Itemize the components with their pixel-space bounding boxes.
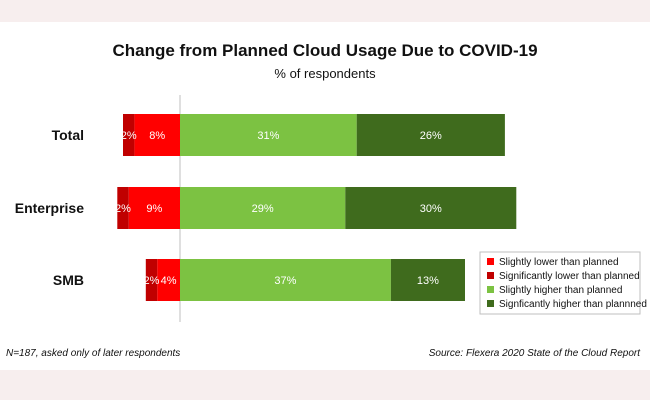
chart-title: Change from Planned Cloud Usage Due to C… xyxy=(112,41,537,60)
bar-enterprise-significantly-lower-than-planned xyxy=(117,187,129,229)
category-label-total: Total xyxy=(52,127,84,143)
data-label-total-slightly-lower-than-planned: 8% xyxy=(149,130,165,142)
bar-enterprise-signficantly-higher-than-plannned xyxy=(345,187,517,229)
legend-label-slightly-lower-than-planned: Slightly lower than planned xyxy=(499,257,619,268)
category-label-enterprise: Enterprise xyxy=(15,200,84,216)
bar-total-significantly-lower-than-planned xyxy=(123,114,135,156)
legend-swatch-significantly-lower-than-planned xyxy=(487,272,494,279)
bar-smb-signficantly-higher-than-plannned xyxy=(390,259,465,301)
footnote: N=187, asked only of later respondents xyxy=(6,348,180,359)
data-label-total-slightly-higher-than-planned: 31% xyxy=(257,130,279,142)
data-label-enterprise-slightly-lower-than-planned: 9% xyxy=(146,203,162,215)
data-label-total-signficantly-higher-than-plannned: 26% xyxy=(420,130,442,142)
legend-label-significantly-lower-than-planned: Significantly lower than planned xyxy=(499,271,640,282)
data-label-smb-significantly-lower-than-planned: 2% xyxy=(144,275,160,287)
legend-swatch-slightly-higher-than-planned xyxy=(487,286,494,293)
bar-total-slightly-higher-than-planned xyxy=(180,114,357,156)
data-label-smb-slightly-higher-than-planned: 37% xyxy=(274,275,296,287)
chart-subtitle: % of respondents xyxy=(274,66,376,81)
legend-box xyxy=(479,251,641,315)
chart: Change from Planned Cloud Usage Due to C… xyxy=(6,41,647,359)
bar-total-slightly-lower-than-planned xyxy=(134,114,180,156)
legend-label-slightly-higher-than-planned: Slightly higher than planned xyxy=(499,285,622,296)
bar-enterprise-slightly-higher-than-planned xyxy=(180,187,346,229)
bars-group: Total 8% 2% 31% 26% Enterprise 9% 2% 29% 30% SMB 4%… xyxy=(15,114,517,301)
data-label-enterprise-slightly-higher-than-planned: 29% xyxy=(252,203,274,215)
chart-canvas: Change from Planned Cloud Usage Due to C… xyxy=(0,22,650,370)
category-label-smb: SMB xyxy=(53,272,84,288)
bar-enterprise-slightly-lower-than-planned xyxy=(128,187,180,229)
bar-total-signficantly-higher-than-plannned xyxy=(356,114,505,156)
data-label-enterprise-signficantly-higher-than-plannned: 30% xyxy=(420,203,442,215)
bar-smb-significantly-lower-than-planned xyxy=(145,259,158,301)
legend-label-signficantly-higher-than-plannned: Signficantly higher than plannned xyxy=(499,299,647,310)
data-label-enterprise-significantly-lower-than-planned: 2% xyxy=(115,203,131,215)
bar-smb-slightly-higher-than-planned xyxy=(180,259,391,301)
data-label-total-significantly-lower-than-planned: 2% xyxy=(121,130,137,142)
legend-swatch-slightly-lower-than-planned xyxy=(487,258,494,265)
data-label-smb-slightly-lower-than-planned: 4% xyxy=(161,275,177,287)
legend-swatch-signficantly-higher-than-plannned xyxy=(487,300,494,307)
source-note: Source: Flexera 2020 State of the Cloud … xyxy=(429,348,641,359)
data-label-smb-signficantly-higher-than-plannned: 13% xyxy=(417,275,439,287)
legend: Slightly lower than planned Significantly… xyxy=(479,251,647,315)
bar-smb-slightly-lower-than-planned xyxy=(157,259,180,301)
